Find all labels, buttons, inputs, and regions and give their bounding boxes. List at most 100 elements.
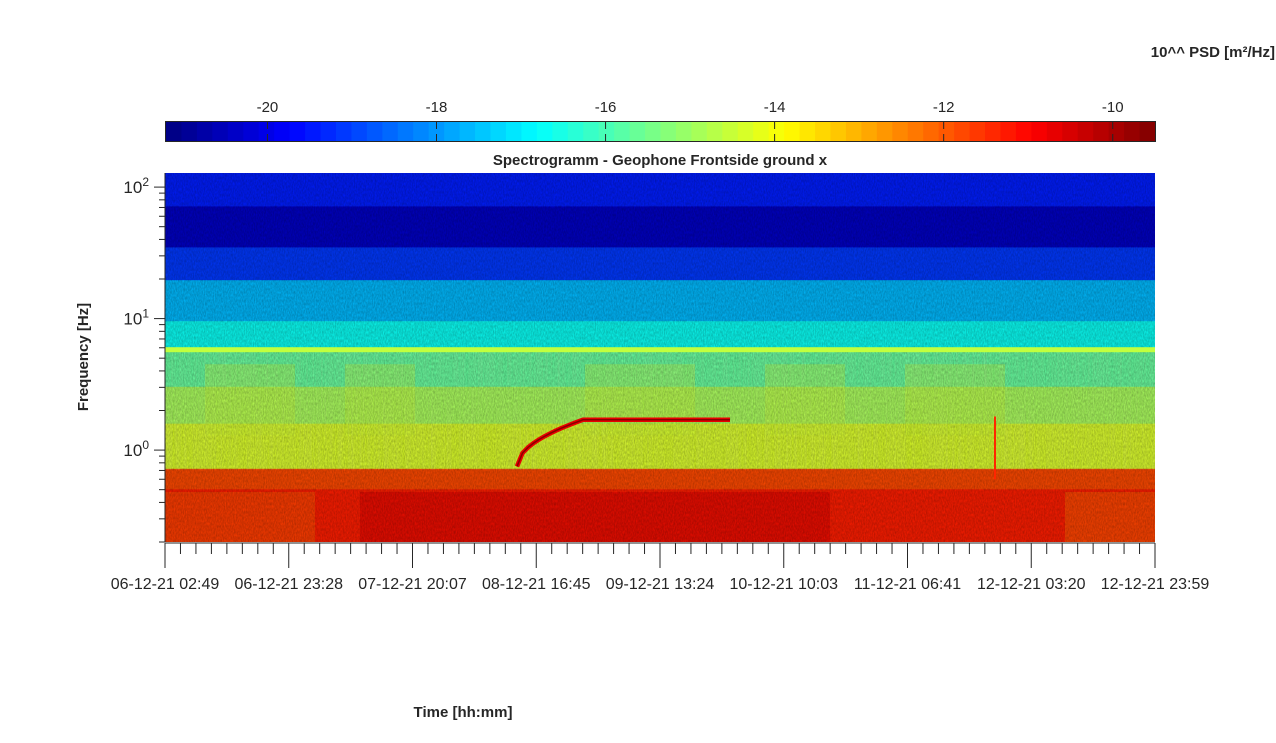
y-axis-label: Frequency [Hz] [75, 303, 92, 411]
colorbar-cell [1046, 122, 1063, 141]
colorbar-cell [289, 122, 306, 141]
colorbar-cell [1093, 122, 1110, 141]
colorbar-cell [351, 122, 368, 141]
colorbar-tick-label: -10 [1102, 99, 1124, 116]
y-tick-mantissa: 10 [123, 178, 142, 197]
colorbar-cell [567, 122, 584, 141]
colorbar-cell [1077, 122, 1094, 141]
colorbar-cell [428, 122, 445, 141]
colorbar-ticks: -20 -18 -16 -14 -12 -10 [257, 99, 1124, 141]
colorbar-cell [768, 122, 785, 141]
colorbar-cell [985, 122, 1002, 141]
colorbar-tick-label: -12 [933, 99, 955, 116]
x-tick-label: 06-12-21 23:28 [234, 576, 343, 593]
colorbar-cell [505, 122, 523, 141]
x-tick-label: 10-12-21 10:03 [729, 576, 838, 593]
colorbar-cell [815, 122, 832, 141]
colorbar: -20 -18 -16 -14 -12 -10 [165, 99, 1156, 142]
y-tick-mantissa: 10 [123, 310, 142, 329]
colorbar-cell [830, 122, 847, 141]
colorbar-cell [675, 122, 693, 141]
colorbar-frame [165, 121, 1156, 142]
x-tick-label: 12-12-21 23:59 [1101, 576, 1210, 593]
x-tick-label: 12-12-21 03:20 [977, 576, 1086, 593]
colorbar-cell [969, 122, 986, 141]
x-axis: 06-12-21 02:49 06-12-21 23:28 07-12-21 20:… [111, 542, 1210, 593]
x-tick-label: 09-12-21 13:24 [606, 576, 715, 593]
colorbar-cell [861, 122, 878, 141]
colorbar-cell [1015, 122, 1032, 141]
colorbar-cell [444, 122, 461, 141]
x-tick-label: 06-12-21 02:49 [111, 576, 220, 593]
x-tick-label: 07-12-21 20:07 [358, 576, 467, 593]
colorbar-cell [923, 122, 940, 141]
chirp-track-core [516, 419, 730, 467]
y-tick-exponent: 1 [142, 307, 149, 321]
colorbar-tick-label: -20 [257, 99, 279, 116]
y-tick-mantissa: 10 [123, 441, 142, 460]
x-tick-label: 11-12-21 06:41 [854, 576, 961, 593]
colorbar-cell [258, 122, 275, 141]
x-tick-label: 08-12-21 16:45 [482, 576, 591, 593]
colorbar-cell [366, 122, 383, 141]
colorbar-cell [536, 122, 553, 141]
colorbar-cell [1000, 122, 1017, 141]
colorbar-cell [397, 122, 414, 141]
y-tick-exponent: 0 [142, 438, 149, 452]
colorbar-cell [181, 122, 198, 141]
colorbar-cell [1062, 122, 1079, 141]
colorbar-cell [737, 122, 754, 141]
persistent-line [165, 347, 1155, 353]
y-tick-label: 101 [123, 307, 149, 329]
colorbar-cell [598, 122, 615, 141]
colorbar-cell [490, 122, 507, 141]
colorbar-cells [166, 122, 1156, 141]
colorbar-cell [320, 122, 337, 141]
colorbar-cell [459, 122, 476, 141]
colorbar-cell [1124, 122, 1141, 141]
colorbar-cell [521, 122, 538, 141]
colorbar-cell [413, 122, 430, 141]
colorbar-label: 10^^ PSD [m²/Hz] [1151, 44, 1275, 61]
colorbar-cell [1139, 122, 1156, 141]
colorbar-cell [876, 122, 893, 141]
y-tick-label: 102 [123, 175, 149, 197]
colorbar-cell [305, 122, 322, 141]
colorbar-cell [552, 122, 569, 141]
spectral-features [165, 347, 1155, 480]
y-tick-label: 100 [123, 438, 149, 460]
colorbar-cell [212, 122, 229, 141]
colorbar-cell [722, 122, 739, 141]
colorbar-cell [784, 122, 801, 141]
colorbar-cell [660, 122, 677, 141]
colorbar-cell [335, 122, 353, 141]
colorbar-cell [845, 122, 862, 141]
y-tick-exponent: 2 [142, 175, 149, 189]
colorbar-cell [274, 122, 291, 141]
colorbar-cell [938, 122, 955, 141]
colorbar-cell [475, 122, 492, 141]
colorbar-cell [1031, 122, 1048, 141]
colorbar-cell [954, 122, 971, 141]
colorbar-cell [753, 122, 770, 141]
colorbar-cell [907, 122, 924, 141]
colorbar-cell [629, 122, 646, 141]
colorbar-cell [614, 122, 631, 141]
colorbar-cell [1108, 122, 1125, 141]
colorbar-cell [706, 122, 723, 141]
colorbar-cell [892, 122, 909, 141]
colorbar-cell [196, 122, 213, 141]
colorbar-tick-label: -16 [595, 99, 617, 116]
colorbar-cell [243, 122, 260, 141]
colorbar-cell [166, 122, 183, 141]
colorbar-cell [691, 122, 708, 141]
colorbar-tick-label: -18 [426, 99, 448, 116]
plot-area [165, 173, 1155, 542]
colorbar-cell [799, 122, 816, 141]
colorbar-cell [645, 122, 662, 141]
colorbar-cell [227, 122, 244, 141]
x-axis-label: Time [hh:mm] [414, 704, 513, 721]
colorbar-cell [382, 122, 399, 141]
